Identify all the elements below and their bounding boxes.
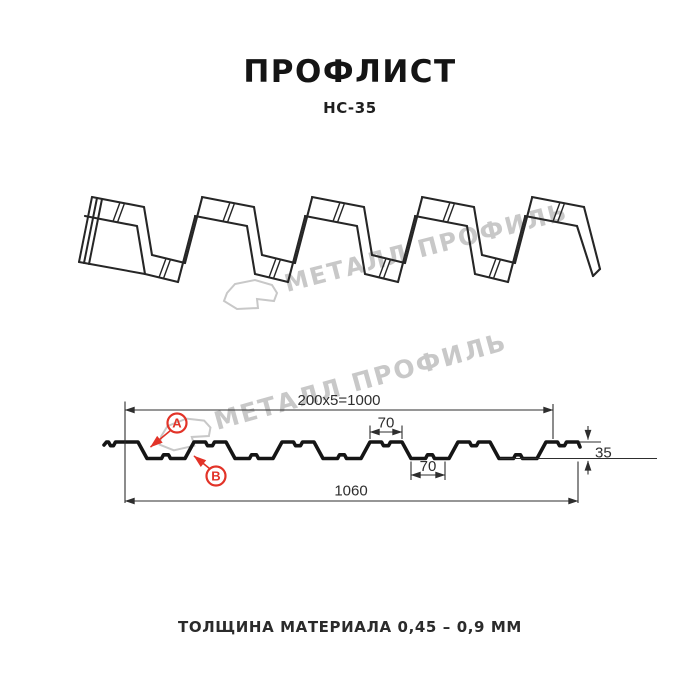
- callout-b-label: B: [211, 469, 220, 484]
- callout-b: B: [193, 455, 227, 487]
- dimension-useful-width: 200x5=1000: [298, 392, 381, 409]
- watermark-text-lower: МЕТАЛЛ ПРОФИЛЬ: [211, 327, 510, 436]
- callout-a: A: [149, 412, 188, 448]
- page-title: ПРОФЛИСТ: [243, 54, 457, 90]
- page-header: ПРОФЛИСТ НС-35: [0, 54, 700, 118]
- material-thickness-note: ТОЛЩИНА МАТЕРИАЛА 0,45 – 0,9 ММ: [178, 618, 522, 636]
- watermark-logo-icon: [222, 278, 279, 311]
- dimension-valley-width: 70: [420, 458, 437, 475]
- dimension-profile-height: 35: [595, 445, 612, 462]
- callout-a-label: A: [172, 416, 182, 431]
- sheet-3d-drawing: [78, 195, 602, 284]
- watermark-logo-icon: [158, 417, 212, 452]
- dimension-overall-width: 1060: [334, 483, 367, 500]
- dimension-flange-width: 70: [378, 415, 395, 432]
- dimension-lines: [124, 401, 657, 505]
- profile-model-label: НС-35: [323, 99, 377, 117]
